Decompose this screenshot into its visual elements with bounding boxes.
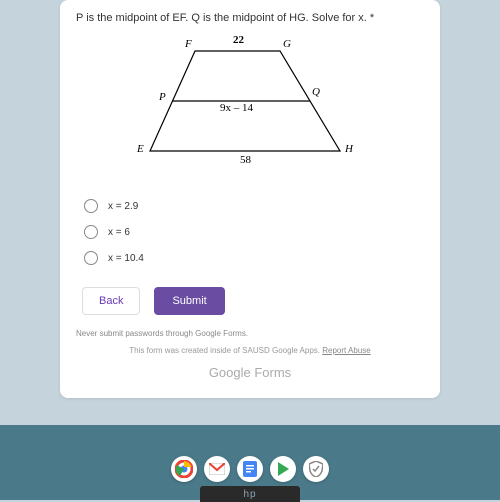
- option-2[interactable]: x = 6: [84, 225, 424, 239]
- play-icon[interactable]: [270, 456, 296, 482]
- footer-created: This form was created inside of SAUSD Go…: [76, 346, 424, 355]
- radio-icon: [84, 251, 98, 265]
- report-abuse-link[interactable]: Report Abuse: [322, 346, 370, 355]
- taskbar: [0, 456, 500, 482]
- button-row: Back Submit: [82, 287, 424, 315]
- label-H: H: [345, 143, 353, 155]
- label-mid: 9x – 14: [220, 102, 253, 114]
- radio-icon: [84, 199, 98, 213]
- question-text: P is the midpoint of EF. Q is the midpoi…: [76, 12, 424, 24]
- option-label: x = 6: [108, 227, 130, 238]
- label-E: E: [137, 143, 144, 155]
- google-forms-logo: Google Forms: [76, 365, 424, 380]
- label-F: F: [185, 38, 192, 50]
- options-group: x = 2.9 x = 6 x = 10.4: [84, 199, 424, 265]
- option-3[interactable]: x = 10.4: [84, 251, 424, 265]
- shield-icon[interactable]: [303, 456, 329, 482]
- label-top: 22: [233, 34, 244, 46]
- option-1[interactable]: x = 2.9: [84, 199, 424, 213]
- docs-icon[interactable]: [237, 456, 263, 482]
- label-bottom: 58: [240, 154, 251, 166]
- label-P: P: [159, 91, 166, 103]
- trapezoid-diagram: F 22 G P 9x – 14 Q E 58 H: [125, 36, 375, 181]
- label-Q: Q: [312, 86, 320, 98]
- footer-warning: Never submit passwords through Google Fo…: [76, 329, 424, 338]
- radio-icon: [84, 225, 98, 239]
- option-label: x = 2.9: [108, 201, 138, 212]
- option-label: x = 10.4: [108, 253, 144, 264]
- form-card: P is the midpoint of EF. Q is the midpoi…: [60, 0, 440, 398]
- label-G: G: [283, 38, 291, 50]
- back-button[interactable]: Back: [82, 287, 140, 315]
- chrome-icon[interactable]: [171, 456, 197, 482]
- submit-button[interactable]: Submit: [154, 287, 224, 315]
- gmail-icon[interactable]: [204, 456, 230, 482]
- footer-created-text: This form was created inside of SAUSD Go…: [129, 346, 320, 355]
